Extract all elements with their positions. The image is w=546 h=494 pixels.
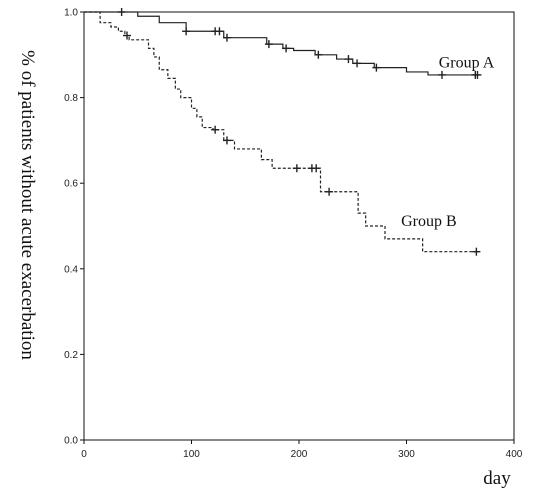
- plot-area: 0 100 200 300 400 0.0 0.2 0.4 0.6 0.8 1.0 Group A…: [64, 8, 523, 461]
- y-tick-label: 1.0: [64, 8, 78, 19]
- x-axis-ticks: 0 100 200 300 400: [81, 440, 523, 460]
- censor-mark: [312, 164, 321, 173]
- annotation-layer: Group A Group B: [401, 55, 495, 230]
- x-tick-label: 100: [183, 449, 200, 460]
- censor-mark: [472, 247, 481, 256]
- censor-mark: [473, 70, 482, 79]
- censor-mark: [325, 187, 334, 196]
- censor-mark: [222, 136, 231, 145]
- censor-mark: [211, 125, 220, 134]
- censor-mark: [292, 164, 301, 173]
- censor-mark: [282, 44, 291, 53]
- censor-mark: [222, 33, 231, 42]
- x-tick-label: 200: [291, 449, 308, 460]
- censor-mark: [117, 8, 126, 16]
- censor-mark: [353, 59, 362, 68]
- censor-mark: [215, 27, 224, 36]
- y-tick-label: 0.6: [64, 179, 78, 190]
- x-tick-label: 0: [81, 449, 87, 460]
- series-line-group-a: [84, 11, 478, 76]
- series-layer: [84, 8, 482, 256]
- censor-mark: [182, 27, 191, 36]
- censor-mark: [437, 70, 446, 79]
- y-tick-label: 0.4: [64, 264, 78, 275]
- censor-mark: [264, 40, 273, 49]
- series-label-group-a: Group A: [439, 55, 495, 72]
- censor-mark: [372, 63, 381, 72]
- x-tick-label: 300: [398, 449, 415, 460]
- y-axis-label: % of patients without acute exacerbation: [17, 50, 38, 360]
- y-tick-label: 0.2: [64, 350, 78, 361]
- y-tick-label: 0.0: [64, 436, 78, 447]
- censor-mark: [344, 55, 353, 64]
- series-label-group-b: Group B: [401, 213, 457, 230]
- censor-mark: [123, 31, 131, 40]
- x-tick-label: 400: [506, 449, 523, 460]
- y-tick-label: 0.8: [64, 93, 78, 104]
- y-axis-ticks: 0.0 0.2 0.4 0.6 0.8 1.0: [64, 8, 84, 447]
- censor-mark: [314, 50, 323, 59]
- x-axis-label: day: [483, 468, 511, 489]
